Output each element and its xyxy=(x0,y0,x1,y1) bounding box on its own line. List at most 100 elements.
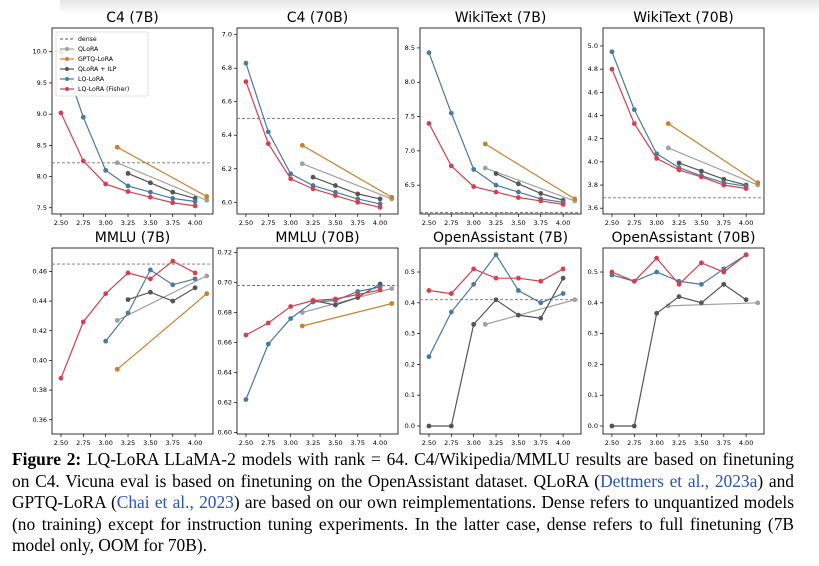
series-marker xyxy=(654,310,660,316)
series-marker xyxy=(310,186,316,192)
y-tick-label: 4.2 xyxy=(588,135,598,143)
x-tick-label: 3.00 xyxy=(466,219,480,227)
series-marker xyxy=(192,199,198,204)
series-marker xyxy=(332,183,338,188)
top-shadow xyxy=(60,0,819,12)
caption-text: ) and GPTQ-LoRA ( xyxy=(12,470,794,513)
series-marker xyxy=(426,121,432,126)
y-tick-label: 4.4 xyxy=(588,111,598,119)
series-marker xyxy=(192,203,198,209)
y-tick-label: 4.8 xyxy=(588,65,598,73)
plot-frame xyxy=(602,27,765,215)
series-marker xyxy=(80,319,86,325)
subplot: WikiText (70B) 3.6 3.8 4.0 4.2 4.4 4.6 4.8 5.0 2.… xyxy=(588,10,765,227)
series-marker xyxy=(654,269,660,275)
subplot-title: MMLU (7B) xyxy=(95,230,170,246)
y-tick-label: 7.5 xyxy=(37,204,47,212)
series-marker xyxy=(493,275,499,281)
series-marker xyxy=(538,198,544,204)
series-line xyxy=(117,162,207,201)
series-marker xyxy=(355,191,361,197)
x-tick-label: 4.00 xyxy=(188,439,202,445)
series-marker xyxy=(515,189,521,195)
series-marker xyxy=(515,181,521,187)
y-tick-label: 10.0 xyxy=(33,48,47,56)
series-marker xyxy=(560,275,566,281)
series-marker xyxy=(147,189,153,195)
x-tick-label: 3.75 xyxy=(534,439,548,445)
x-tick-label: 3.00 xyxy=(283,219,297,227)
citation[interactable]: Dettmers et al., 2023a xyxy=(600,470,758,491)
y-tick-label: 0.2 xyxy=(588,360,598,368)
y-tick-label: 0.5 xyxy=(405,268,415,276)
x-tick-label: 2.75 xyxy=(627,439,641,445)
legend-marker xyxy=(65,47,69,51)
plot-area xyxy=(52,258,213,381)
series-marker xyxy=(243,397,249,402)
y-tick-label: 0.46 xyxy=(33,267,47,275)
legend-marker xyxy=(65,87,69,91)
x-tick-label: 3.50 xyxy=(511,219,525,227)
figure: C4 (7B) 7.5 8.0 8.5 9.0 9.5 10.0 2.50 2.75 3.00 3.… xyxy=(33,10,765,445)
y-tick-label: 0.44 xyxy=(33,297,47,305)
series-marker xyxy=(192,285,198,291)
series-marker xyxy=(299,323,305,329)
series-line xyxy=(127,287,196,302)
x-tick-label: 2.50 xyxy=(239,439,253,445)
series-marker xyxy=(755,180,761,186)
series-line xyxy=(302,163,392,200)
series-marker xyxy=(170,200,176,206)
series-marker xyxy=(377,287,383,293)
legend-label: LQ-LoRA (Fisher) xyxy=(78,86,129,93)
series-marker xyxy=(170,282,176,288)
series-marker xyxy=(265,341,271,347)
plot-frame xyxy=(419,27,582,215)
series-marker xyxy=(125,270,131,276)
series-marker xyxy=(560,291,566,296)
citation[interactable]: Chai et al., 2023 xyxy=(116,492,234,513)
x-tick-label: 3.25 xyxy=(489,219,503,227)
series-marker xyxy=(310,298,316,303)
series-marker xyxy=(471,184,477,189)
y-tick-label: 6.6 xyxy=(222,98,232,106)
x-tick-label: 3.50 xyxy=(694,439,708,445)
subplot-title: C4 (7B) xyxy=(106,10,159,26)
series-marker xyxy=(609,49,615,55)
y-tick-label: 0.38 xyxy=(33,386,47,394)
series-line xyxy=(678,162,747,186)
subplot-title: WikiText (7B) xyxy=(455,10,547,26)
x-tick-label: 3.75 xyxy=(166,439,180,445)
y-tick-label: 0.66 xyxy=(218,339,232,347)
y-tick-label: 0.70 xyxy=(218,279,232,287)
series-marker xyxy=(332,193,338,198)
y-tick-label: 0.2 xyxy=(405,360,415,368)
y-tick-label: 0.0 xyxy=(588,422,598,430)
series-marker xyxy=(170,298,176,304)
legend-label: dense xyxy=(78,36,97,43)
y-tick-label: 6.8 xyxy=(222,64,232,72)
series-marker xyxy=(471,266,477,272)
series-marker xyxy=(426,288,432,293)
series-marker xyxy=(170,195,176,201)
series-marker xyxy=(448,110,454,116)
x-tick-label: 3.50 xyxy=(143,439,157,445)
series-marker xyxy=(471,281,477,287)
series-marker xyxy=(58,375,64,381)
subplot: WikiText (7B) 6.5 7.0 7.5 8.0 8.5 2.50 2.75 3.00… xyxy=(405,10,582,227)
x-tick-label: 2.50 xyxy=(239,219,253,227)
series-line xyxy=(667,123,759,184)
series-marker xyxy=(538,300,544,306)
series-marker xyxy=(265,320,271,326)
series-line xyxy=(302,302,392,327)
y-tick-label: 9.5 xyxy=(37,79,47,87)
subplot-title: MMLU (70B) xyxy=(275,230,359,246)
series-marker xyxy=(631,121,637,127)
subplot: OpenAssistant (70B) 0.0 0.1 0.2 0.3 0.4 0.5 2.5… xyxy=(588,230,765,445)
series-marker xyxy=(355,199,361,205)
x-tick-label: 2.50 xyxy=(54,219,68,227)
x-tick-label: 2.50 xyxy=(54,439,68,445)
y-tick-label: 0.5 xyxy=(588,268,598,276)
legend-label: QLoRA xyxy=(78,46,99,53)
series-marker xyxy=(265,141,271,147)
series-marker xyxy=(448,163,454,169)
